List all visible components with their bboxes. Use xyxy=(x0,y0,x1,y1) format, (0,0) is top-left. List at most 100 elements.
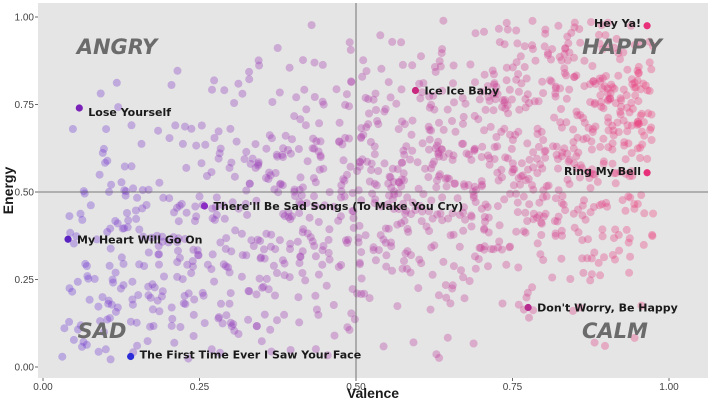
song-point xyxy=(238,89,247,98)
song-point xyxy=(290,112,299,121)
song-point xyxy=(123,223,132,232)
song-point xyxy=(295,259,304,268)
song-point xyxy=(101,158,110,167)
song-point xyxy=(192,141,201,150)
song-point xyxy=(403,224,412,233)
song-point xyxy=(480,225,489,234)
song-point xyxy=(346,162,355,171)
song-point xyxy=(199,291,208,300)
song-point xyxy=(365,294,374,303)
song-point xyxy=(498,299,507,308)
song-point xyxy=(616,110,625,119)
song-point xyxy=(572,107,581,116)
song-point xyxy=(215,313,223,322)
song-point xyxy=(69,335,78,344)
song-point xyxy=(580,196,588,205)
song-point xyxy=(84,274,93,283)
song-point xyxy=(565,180,574,189)
song-point xyxy=(325,255,334,264)
song-point xyxy=(634,119,643,128)
x-tick-label: 0.25 xyxy=(190,382,210,393)
song-point xyxy=(471,198,480,207)
song-point xyxy=(459,139,468,148)
song-point xyxy=(74,325,82,334)
song-point xyxy=(212,193,221,202)
song-point xyxy=(251,140,260,149)
song-point xyxy=(242,147,251,156)
song-point xyxy=(406,268,415,277)
song-point xyxy=(343,323,352,332)
highlighted-songs: Hey Ya! Lose Yourself Ice Ice Baby Ring My … xyxy=(64,17,678,362)
song-point xyxy=(120,224,129,233)
song-point xyxy=(508,168,517,177)
song-point xyxy=(388,164,397,173)
song-point xyxy=(569,209,578,218)
song-point xyxy=(502,76,511,85)
song-point xyxy=(645,86,654,95)
song-point xyxy=(96,89,105,98)
song-point xyxy=(337,187,346,196)
song-point xyxy=(433,141,441,150)
song-point xyxy=(495,38,504,47)
song-point xyxy=(557,199,566,208)
song-point xyxy=(572,164,581,173)
song-point xyxy=(373,117,382,125)
song-point xyxy=(417,259,426,268)
song-point xyxy=(621,155,630,164)
song-point xyxy=(298,183,307,192)
song-point xyxy=(542,182,551,191)
song-point xyxy=(439,153,448,161)
song-point xyxy=(506,130,514,139)
song-point xyxy=(384,224,393,233)
song-point xyxy=(599,159,608,168)
song-point xyxy=(370,179,379,188)
song-point xyxy=(210,134,219,142)
song-point xyxy=(255,61,264,70)
song-point xyxy=(512,58,521,67)
song-point xyxy=(441,174,450,183)
song-point xyxy=(558,148,567,157)
song-point xyxy=(519,192,528,201)
song-point xyxy=(174,234,183,243)
song-point xyxy=(211,203,220,212)
song-point xyxy=(502,63,511,72)
song-point xyxy=(591,79,600,88)
song-point xyxy=(117,178,126,187)
song-point xyxy=(590,338,599,347)
song-point xyxy=(165,134,174,143)
song-point xyxy=(113,303,122,312)
song-point xyxy=(252,322,261,330)
song-point xyxy=(371,256,380,265)
song-point xyxy=(438,193,447,202)
song-point xyxy=(68,125,77,133)
song-point xyxy=(570,159,579,168)
song-point xyxy=(92,235,101,244)
song-point xyxy=(495,221,504,230)
song-point xyxy=(544,49,552,58)
song-point xyxy=(389,204,398,213)
song-point xyxy=(434,137,443,146)
song-point xyxy=(586,184,595,193)
song-point xyxy=(484,151,492,160)
song-point xyxy=(201,140,210,149)
song-point xyxy=(247,236,256,245)
x-tick-label: 0.75 xyxy=(503,382,523,393)
song-point xyxy=(425,103,434,112)
song-point xyxy=(596,77,605,86)
song-point xyxy=(646,125,655,134)
song-point xyxy=(120,162,129,171)
song-point xyxy=(266,242,275,251)
song-point xyxy=(252,290,261,299)
song-point xyxy=(448,284,457,293)
song-point xyxy=(444,214,453,223)
song-point xyxy=(464,150,473,159)
song-point xyxy=(539,256,548,264)
song-point xyxy=(154,126,163,135)
song-point xyxy=(596,271,605,280)
song-point xyxy=(509,181,518,190)
song-point xyxy=(158,287,167,296)
song-point xyxy=(268,98,277,106)
song-point xyxy=(553,217,562,226)
song-point xyxy=(586,276,595,285)
song-point xyxy=(340,192,349,201)
